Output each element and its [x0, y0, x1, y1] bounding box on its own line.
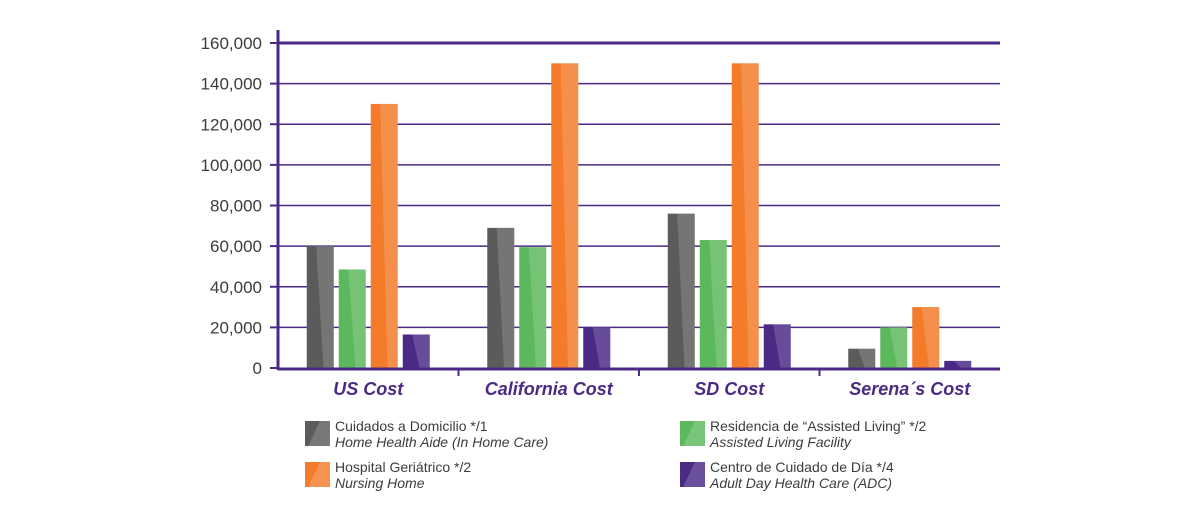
bar-highlight: [709, 240, 727, 368]
bar-highlight: [773, 324, 791, 368]
bar-highlight: [412, 334, 430, 368]
bar: [338, 269, 366, 368]
bar-highlight: [528, 247, 547, 368]
bar-highlight: [316, 246, 334, 368]
y-tick-label: 80,000: [210, 197, 262, 216]
bar: [848, 348, 876, 368]
y-tick-label: 160,000: [201, 34, 262, 53]
bar: [731, 63, 759, 368]
y-tick-label: 120,000: [201, 115, 262, 134]
x-category-label: SD Cost: [694, 379, 765, 399]
bar: [402, 334, 430, 368]
y-tick-label: 100,000: [201, 156, 262, 175]
x-axis: [278, 367, 1000, 376]
bar: [763, 324, 791, 368]
y-tick-label: 0: [253, 359, 262, 378]
x-category-label: Serena´s Cost: [849, 379, 971, 399]
bar-highlight: [677, 213, 695, 368]
category-labels: US Cost California Cost SD Cost Serena´s Co…: [333, 379, 971, 399]
bar-highlight: [380, 103, 398, 368]
y-tick-label: 60,000: [210, 237, 262, 256]
x-category-label: US Cost: [333, 379, 404, 399]
grid-lines: [278, 41, 1000, 329]
bar: [306, 246, 334, 368]
bar: [944, 360, 972, 368]
bar: [519, 247, 547, 368]
bar-highlight: [741, 63, 759, 368]
bar: [912, 307, 940, 368]
bar-highlight: [560, 63, 579, 368]
x-category-label: California Cost: [485, 379, 614, 399]
bar: [699, 240, 727, 368]
bar: [880, 327, 908, 368]
bar-highlight: [592, 327, 611, 368]
bar-highlight: [857, 348, 876, 368]
bar: [487, 227, 515, 368]
bar-highlight: [348, 269, 366, 368]
y-axis-ticks: 0 20,000 40,000 60,000 80,000 100,000 120,000 1…: [201, 30, 280, 378]
bar: [370, 103, 398, 368]
bar-highlight: [921, 307, 940, 368]
bar-highlight: [496, 227, 515, 368]
y-tick-label: 40,000: [210, 278, 262, 297]
bar-highlight: [889, 327, 908, 368]
bar: [667, 213, 695, 368]
bar: [583, 327, 611, 368]
y-tick-label: 140,000: [201, 75, 262, 94]
bar-highlight: [953, 360, 972, 368]
y-tick-label: 20,000: [210, 318, 262, 337]
bars: [306, 63, 972, 368]
bar: [551, 63, 579, 368]
